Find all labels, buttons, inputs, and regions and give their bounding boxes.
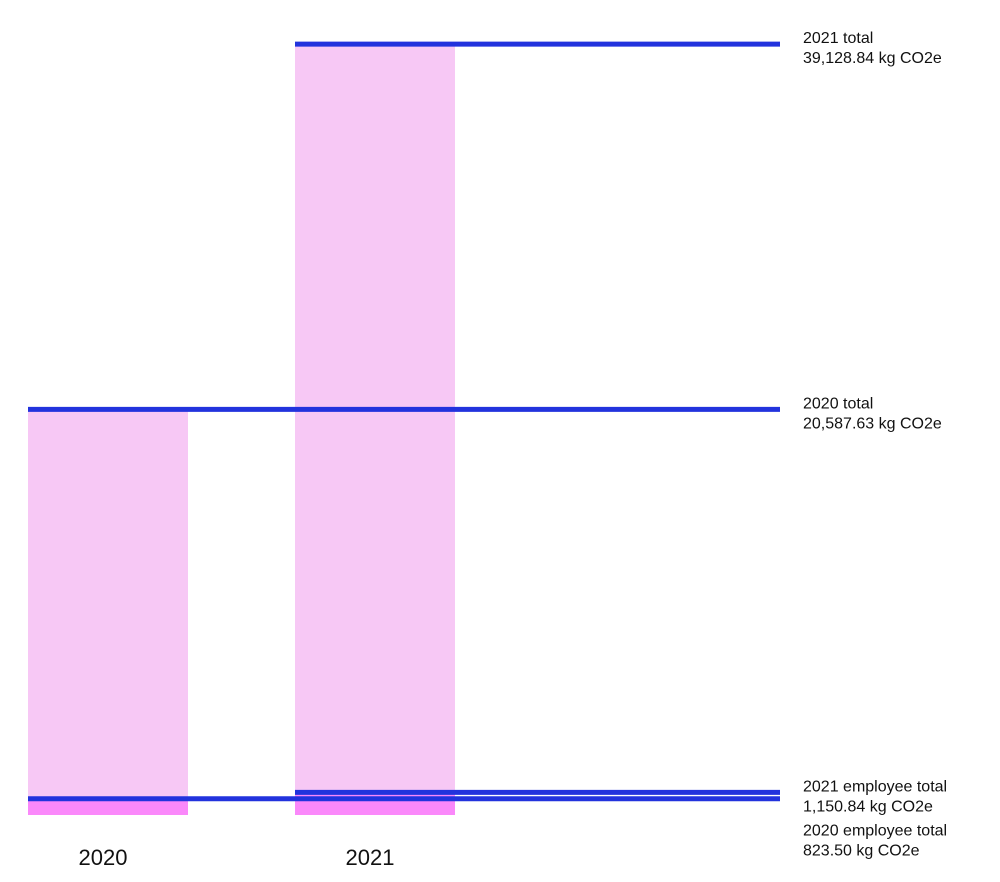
line-value-label: 823.50 kg CO2e <box>803 842 920 859</box>
x-tick-label: 2021 <box>346 845 395 870</box>
line-label: 2020 total <box>803 395 873 412</box>
line-label: 2021 employee total <box>803 778 947 795</box>
line-value-label: 39,128.84 kg CO2e <box>803 50 942 67</box>
bar <box>295 792 455 815</box>
x-tick-label: 2020 <box>79 845 128 870</box>
bar <box>28 798 188 815</box>
line-label: 2021 total <box>803 30 873 47</box>
line-label: 2020 employee total <box>803 822 947 839</box>
bar <box>28 409 188 815</box>
line-value-label: 20,587.63 kg CO2e <box>803 415 942 432</box>
bar <box>295 44 455 815</box>
line-value-label: 1,150.84 kg CO2e <box>803 798 933 815</box>
